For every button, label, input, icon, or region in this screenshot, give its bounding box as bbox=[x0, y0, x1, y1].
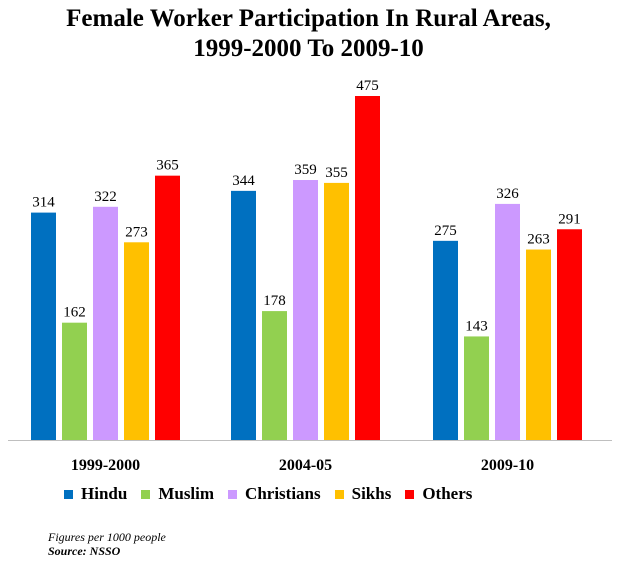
source-note: Source: NSSO bbox=[48, 544, 121, 558]
legend-swatch-christians bbox=[228, 489, 238, 499]
category-label-2009-10: 2009-10 bbox=[481, 457, 534, 474]
chart-title-line-1: Female Worker Participation In Rural Are… bbox=[66, 5, 551, 32]
category-label-2004-05: 2004-05 bbox=[279, 457, 332, 474]
data-label-others-2004-05: 475 bbox=[356, 78, 379, 94]
data-label-hindu-1999-2000: 314 bbox=[32, 195, 55, 211]
bar-others-1999-2000 bbox=[155, 175, 180, 441]
data-label-others-2009-10: 291 bbox=[558, 211, 581, 227]
chart-title: Female Worker Participation In Rural Are… bbox=[0, 4, 617, 64]
data-label-muslim-1999-2000: 162 bbox=[63, 305, 86, 321]
category-label-1999-2000: 1999-2000 bbox=[71, 457, 140, 474]
data-label-sikhs-1999-2000: 273 bbox=[125, 224, 148, 240]
legend-item-sikhs: Sikhs bbox=[334, 484, 392, 504]
legend-swatch-sikhs bbox=[334, 489, 344, 499]
bar-muslim-2004-05 bbox=[262, 311, 287, 440]
bar-christians-2004-05 bbox=[293, 180, 318, 440]
data-label-others-1999-2000: 365 bbox=[156, 158, 179, 174]
bar-hindu-2004-05 bbox=[231, 190, 256, 440]
data-label-muslim-2004-05: 178 bbox=[263, 293, 286, 309]
legend-label-others: Others bbox=[422, 484, 473, 503]
footnote: Figures per 1000 people bbox=[48, 530, 166, 544]
legend-label-sikhs: Sikhs bbox=[351, 484, 392, 503]
legend-label-christians: Christians bbox=[245, 484, 321, 503]
legend-item-hindu: Hindu bbox=[64, 484, 127, 504]
data-label-sikhs-2009-10: 263 bbox=[527, 232, 550, 248]
legend: Hindu Muslim Christians Sikhs Others bbox=[64, 483, 486, 505]
data-label-muslim-2009-10: 143 bbox=[465, 318, 488, 334]
legend-swatch-muslim bbox=[141, 489, 151, 499]
data-label-hindu-2009-10: 275 bbox=[434, 223, 457, 239]
bar-sikhs-2004-05 bbox=[324, 182, 349, 440]
legend-label-muslim: Muslim bbox=[158, 484, 215, 503]
bar-others-2009-10 bbox=[557, 229, 582, 440]
bar-others-2004-05 bbox=[355, 96, 380, 440]
bar-muslim-2009-10 bbox=[464, 336, 489, 440]
bar-sikhs-2009-10 bbox=[526, 249, 551, 440]
bar-sikhs-1999-2000 bbox=[124, 242, 149, 440]
bar-hindu-2009-10 bbox=[433, 240, 458, 440]
bar-christians-1999-2000 bbox=[93, 206, 118, 440]
data-label-christians-2009-10: 326 bbox=[496, 186, 519, 202]
data-label-christians-1999-2000: 322 bbox=[94, 189, 117, 205]
legend-swatch-hindu bbox=[64, 489, 73, 499]
data-label-sikhs-2004-05: 355 bbox=[325, 165, 348, 181]
legend-swatch-others bbox=[405, 489, 415, 499]
legend-item-christians: Christians bbox=[228, 484, 321, 504]
legend-item-muslim: Muslim bbox=[141, 484, 214, 504]
chart-notes: Figures per 1000 people Source: NSSO bbox=[48, 530, 166, 558]
bar-christians-2009-10 bbox=[495, 203, 520, 440]
bar-muslim-1999-2000 bbox=[62, 322, 87, 440]
bar-hindu-1999-2000 bbox=[31, 212, 56, 440]
legend-item-others: Others bbox=[405, 484, 472, 504]
legend-label-hindu: Hindu bbox=[81, 484, 128, 503]
data-label-christians-2004-05: 359 bbox=[294, 162, 317, 178]
data-label-hindu-2004-05: 344 bbox=[232, 173, 255, 189]
chart-title-line-2: 1999-2000 To 2009-10 bbox=[193, 35, 424, 62]
